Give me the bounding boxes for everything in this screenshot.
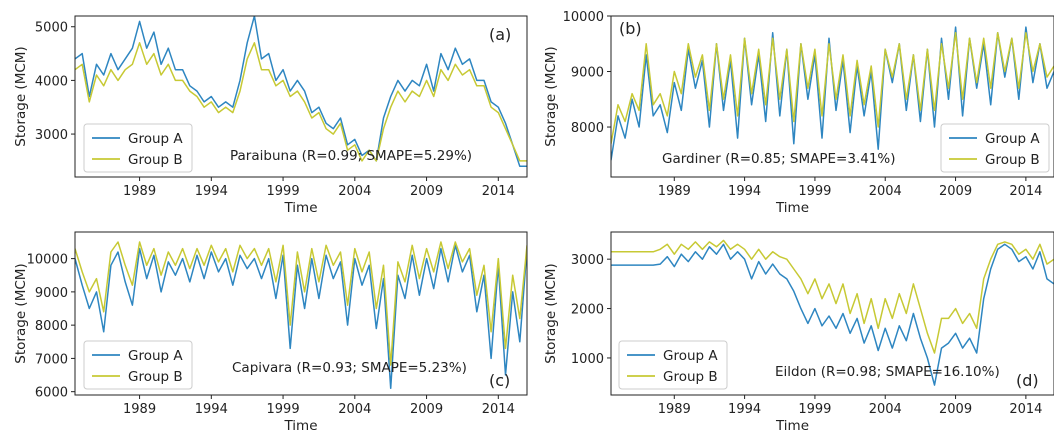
x-tick-label: 1999 [267, 402, 300, 417]
x-tick-label: 2014 [1009, 402, 1042, 417]
x-tick-label: 1989 [123, 184, 156, 199]
series-line-group-a [75, 16, 527, 168]
x-tick-label: 2014 [482, 402, 515, 417]
plot-frame [74, 15, 528, 178]
plot-frame [610, 15, 1054, 178]
y-tick-label: 7000 [35, 352, 68, 367]
y-axis-label: Storage (MCM) [543, 46, 559, 146]
y-axis-label: Storage (MCM) [543, 263, 559, 363]
y-tick-label: 10000 [27, 253, 68, 268]
x-tick-label: 2004 [338, 184, 371, 199]
y-tick-label: 2000 [571, 303, 604, 318]
series-line-group-b [611, 239, 1054, 354]
series-line-group-a [75, 244, 527, 390]
legend: Group A Group B [618, 340, 728, 390]
x-tick-label: 1989 [658, 184, 691, 199]
y-tick-label: 3000 [571, 253, 604, 268]
chart-panel-d: 1989 1994 1999 2004 2009 2014 1000 2000 3000 Time… [543, 231, 1054, 433]
reservoir-annotation: Paraibuna (R=0.99; SMAPE=5.29%) [230, 148, 472, 164]
x-tick-label: 1989 [658, 402, 691, 417]
y-tick-label: 4000 [35, 74, 68, 89]
y-tick-label: 9000 [35, 286, 68, 301]
plot-frame [74, 231, 528, 396]
x-axis-label: Time [283, 418, 317, 433]
legend: Group A Group B [940, 123, 1050, 173]
panel-label: (d) [1016, 371, 1039, 390]
legend-box [83, 123, 193, 173]
legend-entry-label: Group B [128, 369, 183, 385]
legend-entry-label: Group B [985, 152, 1040, 168]
y-tick-label: 8000 [35, 319, 68, 334]
x-tick-label: 2009 [939, 184, 972, 199]
legend-entry-label: Group A [985, 131, 1040, 147]
x-tick-label: 2014 [1009, 184, 1042, 199]
legend-entry-label: Group A [128, 348, 183, 364]
y-tick-label: 6000 [35, 386, 68, 401]
y-tick-label: 9000 [571, 66, 604, 81]
x-tick-label: 2009 [939, 402, 972, 417]
legend: Group A Group B [83, 123, 193, 173]
legend-box [83, 340, 193, 390]
x-tick-label: 1989 [123, 402, 156, 417]
x-tick-label: 1999 [798, 184, 831, 199]
series-line-group-b [75, 241, 527, 366]
y-tick-label: 8000 [571, 121, 604, 136]
y-axis-label: Storage (MCM) [13, 46, 29, 146]
legend-entry-label: Group B [128, 152, 183, 168]
y-axis-label: Storage (MCM) [13, 263, 29, 363]
x-tick-label: 2009 [410, 184, 443, 199]
reservoir-annotation: Eildon (R=0.98; SMAPE=16.10%) [775, 364, 1000, 380]
panel-label: (a) [489, 25, 511, 44]
x-tick-label: 2004 [869, 184, 902, 199]
x-tick-label: 2014 [482, 184, 515, 199]
plot-frame [610, 231, 1054, 396]
panel-label: (c) [489, 371, 510, 390]
chart-panel-a: 1989 1994 1999 2004 2009 2014 3000 4000 5000 Time… [13, 15, 528, 216]
x-tick-label: 1994 [195, 184, 228, 199]
x-axis-label: Time [775, 200, 809, 216]
x-tick-label: 2009 [410, 402, 443, 417]
chart-panel-c: 1989 1994 1999 2004 2009 2014 6000 7000 8000 9000… [13, 231, 528, 433]
y-tick-label: 10000 [563, 10, 604, 25]
x-tick-label: 1999 [267, 184, 300, 199]
y-tick-label: 1000 [571, 352, 604, 367]
reservoir-annotation: Gardiner (R=0.85; SMAPE=3.41%) [662, 151, 896, 167]
legend-entry-label: Group A [663, 348, 718, 364]
legend-box [618, 340, 728, 390]
panel-label: (b) [619, 19, 642, 38]
series-line-group-b [611, 31, 1054, 144]
x-axis-label: Time [775, 418, 809, 433]
reservoir-annotation: Capivara (R=0.93; SMAPE=5.23%) [232, 360, 467, 376]
x-tick-label: 1994 [728, 184, 761, 199]
legend: Group A Group B [83, 340, 193, 390]
x-tick-label: 1999 [798, 402, 831, 417]
x-tick-label: 2004 [869, 402, 902, 417]
x-axis-label: Time [283, 200, 317, 216]
legend-box [940, 123, 1050, 173]
y-tick-label: 5000 [35, 21, 68, 36]
legend-entry-label: Group A [128, 131, 183, 147]
chart-panel-b: 1989 1994 1999 2004 2009 2014 8000 9000 10000 Tim… [543, 10, 1054, 216]
x-tick-label: 1994 [195, 402, 228, 417]
series-line-group-a [611, 243, 1054, 386]
y-tick-label: 3000 [35, 128, 68, 143]
series-line-group-b [75, 42, 527, 162]
legend-entry-label: Group B [663, 369, 718, 385]
x-tick-label: 2004 [338, 402, 371, 417]
x-tick-label: 1994 [728, 402, 761, 417]
